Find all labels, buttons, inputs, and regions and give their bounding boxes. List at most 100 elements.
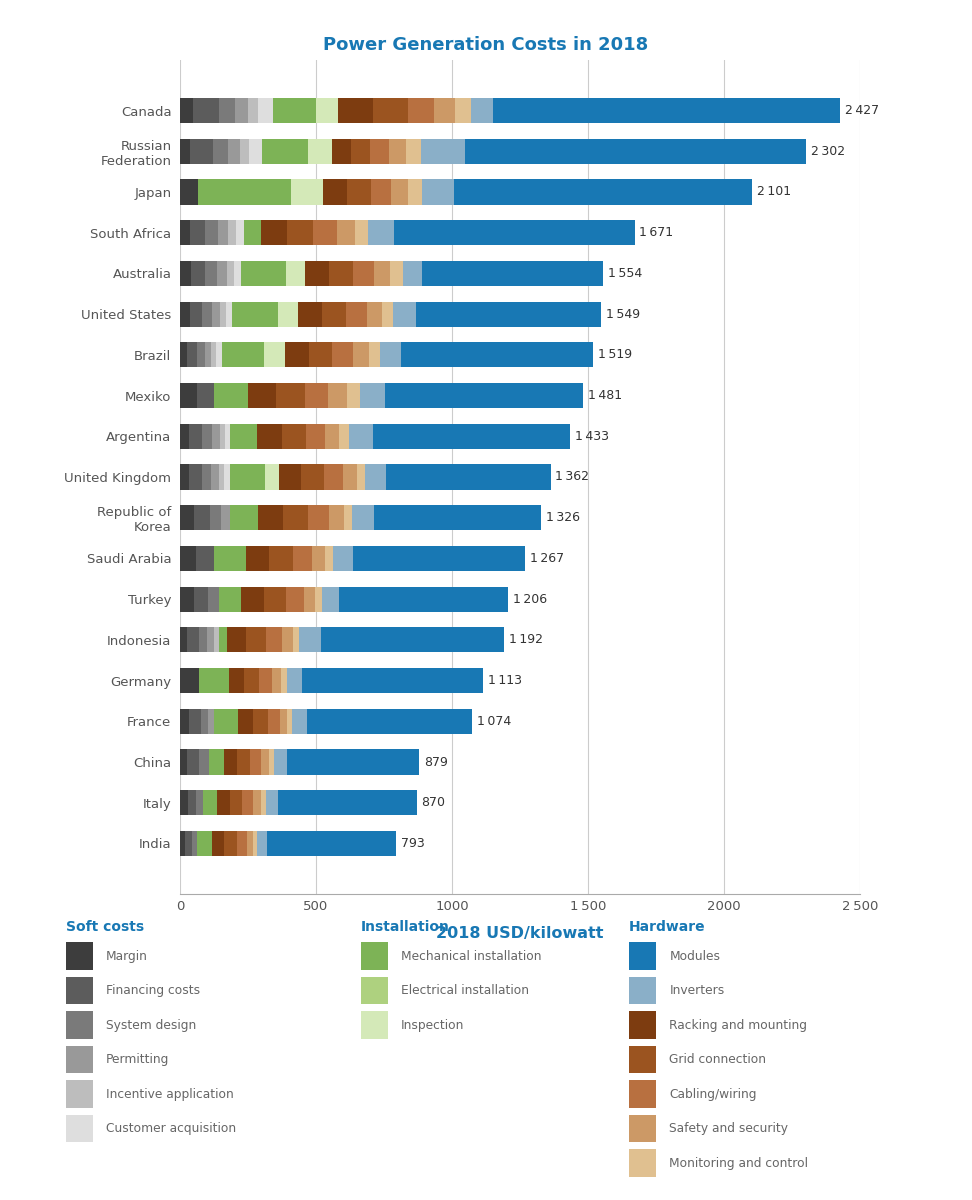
- Bar: [386, 464, 550, 490]
- Bar: [273, 98, 316, 124]
- Bar: [282, 628, 293, 653]
- Bar: [454, 179, 751, 204]
- Bar: [407, 98, 434, 124]
- Bar: [228, 220, 236, 245]
- Bar: [322, 301, 346, 326]
- Bar: [347, 179, 371, 204]
- Bar: [180, 668, 199, 694]
- Bar: [192, 830, 196, 856]
- Bar: [265, 464, 279, 490]
- Bar: [329, 383, 347, 408]
- Bar: [394, 301, 416, 326]
- Bar: [180, 830, 186, 856]
- Bar: [214, 546, 246, 571]
- Text: 1 267: 1 267: [530, 552, 564, 565]
- Text: Electrical installation: Electrical installation: [401, 984, 529, 997]
- Bar: [198, 179, 292, 204]
- Bar: [308, 505, 329, 530]
- Bar: [194, 505, 210, 530]
- Bar: [202, 301, 212, 326]
- Bar: [280, 709, 288, 734]
- Text: Permitting: Permitting: [106, 1054, 169, 1066]
- Bar: [228, 668, 244, 694]
- Bar: [400, 342, 593, 367]
- Text: 1 206: 1 206: [513, 593, 547, 606]
- Bar: [260, 790, 265, 815]
- Bar: [278, 301, 298, 326]
- Bar: [180, 709, 190, 734]
- Bar: [180, 383, 197, 408]
- Bar: [380, 342, 400, 367]
- Bar: [66, 1012, 92, 1039]
- Bar: [211, 342, 217, 367]
- Bar: [196, 830, 212, 856]
- Bar: [208, 587, 219, 612]
- Bar: [189, 424, 202, 449]
- Bar: [355, 220, 368, 245]
- Bar: [187, 750, 199, 775]
- Bar: [629, 1046, 656, 1074]
- Bar: [421, 139, 465, 164]
- Bar: [241, 587, 263, 612]
- Bar: [210, 505, 222, 530]
- Bar: [263, 587, 287, 612]
- Bar: [191, 139, 213, 164]
- Bar: [274, 750, 287, 775]
- Bar: [66, 1115, 92, 1142]
- Bar: [205, 260, 218, 286]
- Bar: [180, 220, 190, 245]
- Bar: [187, 342, 197, 367]
- Bar: [180, 98, 192, 124]
- Bar: [189, 464, 202, 490]
- Text: 1 671: 1 671: [640, 226, 674, 239]
- Bar: [234, 260, 241, 286]
- Bar: [422, 179, 454, 204]
- Bar: [196, 546, 214, 571]
- Bar: [188, 628, 199, 653]
- Bar: [190, 220, 205, 245]
- Bar: [180, 424, 189, 449]
- Bar: [180, 790, 188, 815]
- Bar: [402, 260, 423, 286]
- Text: 870: 870: [422, 797, 445, 809]
- Bar: [288, 709, 292, 734]
- Bar: [361, 977, 388, 1004]
- Bar: [629, 977, 656, 1004]
- Bar: [267, 709, 280, 734]
- Bar: [196, 790, 203, 815]
- Bar: [629, 1080, 656, 1108]
- Bar: [354, 260, 374, 286]
- Bar: [261, 750, 269, 775]
- Bar: [259, 98, 273, 124]
- Bar: [302, 668, 483, 694]
- Bar: [326, 546, 332, 571]
- Bar: [456, 98, 471, 124]
- Bar: [352, 505, 374, 530]
- Bar: [301, 464, 325, 490]
- Bar: [225, 830, 237, 856]
- Bar: [309, 342, 332, 367]
- Bar: [465, 139, 807, 164]
- Bar: [349, 424, 373, 449]
- Bar: [303, 587, 315, 612]
- Bar: [180, 179, 198, 204]
- Bar: [191, 260, 205, 286]
- Bar: [253, 709, 267, 734]
- X-axis label: 2018 USD/kilowatt: 2018 USD/kilowatt: [436, 926, 604, 942]
- Bar: [272, 668, 281, 694]
- Bar: [248, 98, 259, 124]
- Bar: [209, 750, 225, 775]
- Bar: [262, 139, 308, 164]
- Bar: [287, 220, 313, 245]
- Bar: [267, 830, 396, 856]
- Bar: [308, 139, 331, 164]
- Bar: [180, 342, 187, 367]
- Text: Inspection: Inspection: [401, 1019, 465, 1032]
- Bar: [287, 587, 303, 612]
- Bar: [199, 750, 209, 775]
- Bar: [199, 668, 228, 694]
- Bar: [180, 546, 196, 571]
- Bar: [629, 1012, 656, 1039]
- Bar: [214, 709, 238, 734]
- Bar: [217, 342, 222, 367]
